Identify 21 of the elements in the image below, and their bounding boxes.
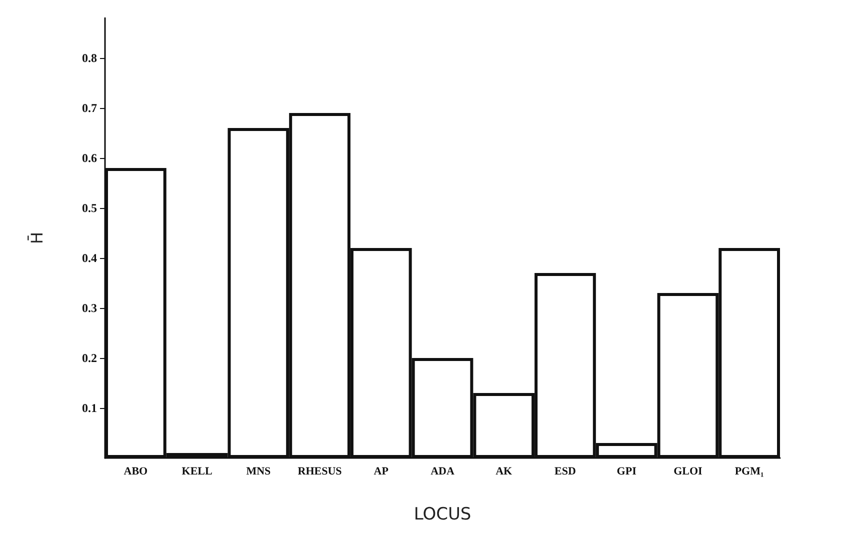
y-tick-label: 0.2 <box>82 351 97 365</box>
x-tick-label: GPI <box>616 466 636 478</box>
x-tick-label: ADA <box>430 466 454 478</box>
x-tick-label: PGM₁ <box>734 466 764 478</box>
x-tick-label: AP <box>374 466 389 478</box>
x-tick-label: ABO <box>124 466 148 478</box>
x-tick-label: MNS <box>246 466 271 478</box>
y-tick-label: 0.3 <box>82 301 97 315</box>
y-tick-label: 0.6 <box>82 151 97 165</box>
x-tick-label: RHESUS <box>298 466 342 478</box>
x-tick-label: GLOI <box>674 466 702 478</box>
x-axis-title: LOCUS <box>414 504 472 524</box>
y-axis-title: H̄ <box>28 232 46 244</box>
y-tick-label: 0.5 <box>82 201 97 215</box>
y-tick-label: 0.8 <box>82 51 97 65</box>
y-tick-label: 0.4 <box>82 251 97 265</box>
x-tick-label: AK <box>496 466 513 478</box>
y-tick-label: 0.1 <box>82 401 97 415</box>
x-tick-label: ESD <box>554 466 576 478</box>
x-tick-label: KELL <box>182 466 212 478</box>
y-tick-label: 0.7 <box>82 101 97 115</box>
